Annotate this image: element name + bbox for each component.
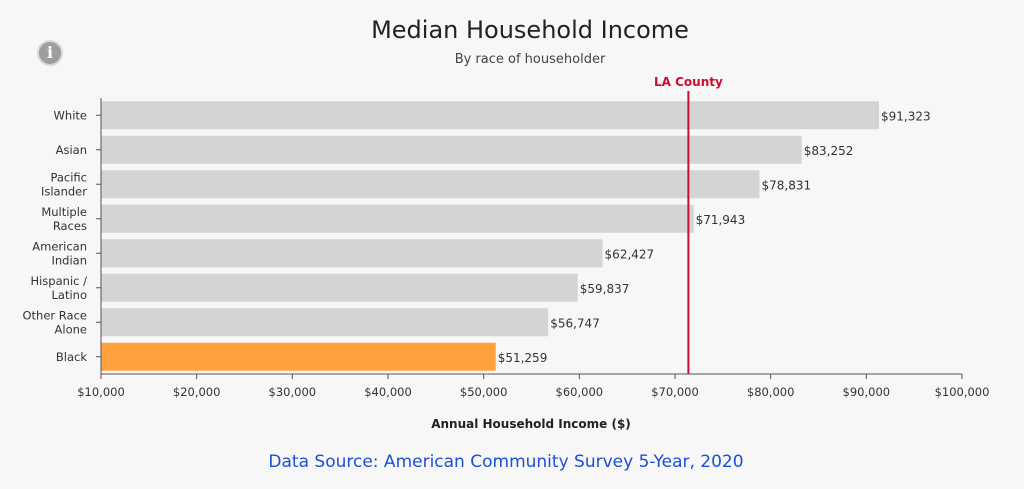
reference-line-group: LA County — [654, 75, 723, 374]
bar[interactable] — [101, 342, 496, 371]
x-axis-label: Annual Household Income ($) — [431, 417, 631, 431]
value-labels: $91,323 $83,252 $78,831 $71,943 $62,427 $59,8… — [498, 109, 931, 365]
bars-group — [101, 101, 879, 371]
x-tick-label: $20,000 — [173, 385, 221, 399]
bar[interactable] — [101, 308, 549, 337]
category-label: Black — [56, 350, 87, 364]
category-label: Pacific Islander — [41, 170, 87, 198]
chart-title: Median Household Income — [371, 16, 689, 44]
x-tick-label: $30,000 — [269, 385, 317, 399]
x-tick-label: $60,000 — [556, 385, 604, 399]
x-axis-ticks: $10,000 $20,000 $30,000 $40,000 $50,000 $60,0… — [77, 114, 990, 399]
x-tick-label: $100,000 — [935, 385, 990, 399]
bar[interactable] — [101, 170, 760, 199]
data-source: Data Source: American Community Survey 5… — [268, 452, 744, 472]
x-tick-label: $40,000 — [364, 385, 412, 399]
bar[interactable] — [101, 135, 802, 164]
x-tick-label: $10,000 — [77, 385, 125, 399]
value-label: $78,831 — [761, 178, 811, 192]
category-label: Other Race Alone — [23, 308, 88, 336]
value-label: $59,837 — [580, 282, 630, 296]
category-label: Asian — [56, 143, 87, 157]
bar[interactable] — [101, 101, 879, 130]
x-tick-label: $50,000 — [460, 385, 508, 399]
chart-subtitle: By race of householder — [454, 52, 606, 67]
category-label: White — [54, 108, 87, 122]
category-label: Multiple Races — [41, 205, 87, 233]
x-tick-label: $90,000 — [843, 385, 891, 399]
la-county-label: LA County — [654, 75, 723, 89]
bar[interactable] — [101, 239, 603, 268]
x-tick-label: $70,000 — [651, 385, 699, 399]
bar[interactable] — [101, 273, 578, 302]
value-label: $62,427 — [605, 247, 655, 261]
value-label: $71,943 — [696, 213, 746, 227]
category-label: American Indian — [32, 239, 87, 267]
value-label: $51,259 — [498, 351, 548, 365]
value-label: $83,252 — [804, 144, 854, 158]
info-icon[interactable]: i — [37, 40, 63, 66]
x-tick-label: $80,000 — [747, 385, 795, 399]
value-label: $91,323 — [881, 109, 931, 123]
category-label: Hispanic / Latino — [30, 274, 87, 302]
value-label: $56,747 — [550, 316, 600, 330]
bar[interactable] — [101, 204, 694, 233]
category-labels: White Asian Pacific Islander Multiple Races Am… — [23, 108, 88, 364]
